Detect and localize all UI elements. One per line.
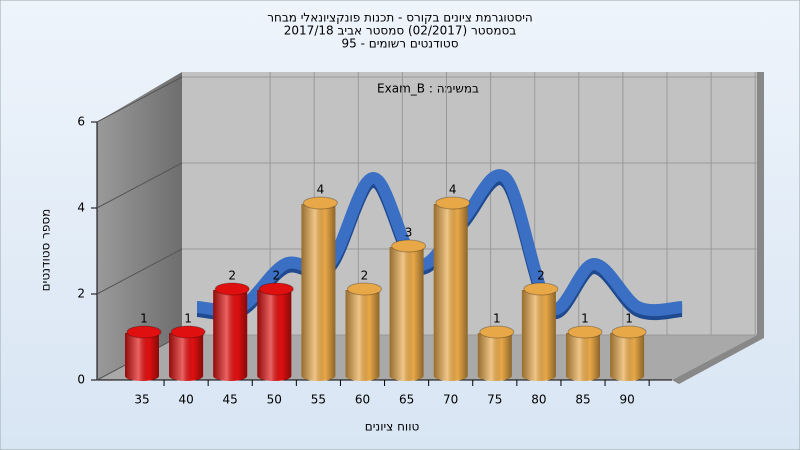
x-tick-label: 85 (575, 393, 590, 407)
grid-line (96, 162, 183, 209)
bar-group (521, 282, 559, 382)
bar-top (302, 196, 338, 210)
bar-top (214, 282, 250, 296)
x-tick-label: 35 (134, 393, 149, 407)
value-label: 2 (228, 269, 236, 283)
value-label: 2 (272, 269, 280, 283)
bar-group (213, 282, 250, 382)
title: היסטוגרמת ציונים בקורס - תכנות פונקציונא… (267, 11, 533, 51)
bar-top (611, 325, 647, 339)
value-label: 1 (581, 312, 589, 326)
value-label: 1 (625, 312, 633, 326)
bar-group (125, 325, 162, 381)
bar-top (258, 282, 294, 296)
bar-top (523, 282, 559, 296)
bar-shade (213, 290, 248, 382)
grid-line (96, 76, 183, 123)
bar-shade (257, 290, 292, 382)
bar-shade (610, 333, 645, 382)
bar-group (169, 325, 206, 382)
bar-shade (521, 290, 556, 382)
x-tick-label: 80 (531, 393, 546, 407)
value-label: 2 (537, 269, 545, 283)
bar-shade (125, 333, 159, 381)
x-tick-label: 40 (178, 393, 193, 407)
value-label: 2 (361, 269, 369, 283)
y-tick-label: 6 (77, 115, 85, 129)
bar-top (567, 325, 603, 339)
bar-group (610, 325, 647, 382)
bar-group (301, 196, 338, 382)
title-line: היסטוגרמת ציונים בקורס - תכנות פונקציונא… (267, 11, 533, 25)
bar-shade (477, 333, 512, 382)
value-label: 1 (493, 312, 501, 326)
y-axis-label: מספר סטודנטים (39, 209, 53, 292)
bar-group (345, 282, 382, 382)
x-axis-label: טווח ציונים (365, 420, 420, 434)
x-tick-label: 60 (355, 393, 370, 407)
x-tick-label: 50 (267, 393, 282, 407)
bar-shade (566, 333, 600, 381)
title-line: סטודנטים רשומים - 95 (341, 37, 458, 51)
title-line: בסמסטר (02/2017) סמסטר אביב 2017/18 (284, 24, 516, 38)
x-tick-label: 75 (487, 393, 502, 407)
left-wall (97, 72, 182, 380)
bar-top (170, 325, 206, 339)
bar-group (257, 282, 294, 382)
bar-group (389, 239, 427, 382)
y-tick-label: 4 (77, 201, 85, 215)
x-tick-label: 65 (399, 393, 414, 407)
bar-shade (345, 290, 380, 382)
bar-top (435, 196, 471, 210)
bar-group (433, 196, 471, 382)
value-label: 1 (140, 312, 148, 326)
x-tick-label: 55 (311, 393, 326, 407)
bar-group (566, 325, 603, 381)
bar-group (477, 325, 515, 382)
bar-shade (301, 204, 336, 382)
bar-shade (389, 247, 424, 382)
value-label: 4 (317, 183, 325, 197)
bar-top (391, 239, 427, 253)
value-label: 3 (405, 226, 413, 240)
value-label: 1 (184, 312, 192, 326)
y-tick-label: 2 (77, 287, 85, 301)
bar-top (126, 325, 162, 339)
bar-shade (169, 333, 204, 382)
grid-line (96, 248, 183, 295)
x-tick-label: 45 (223, 393, 238, 407)
x-tick-label: 70 (443, 393, 458, 407)
x-tick-label: 90 (619, 393, 634, 407)
bar-top (347, 282, 382, 296)
bar-top (479, 325, 515, 339)
value-label: 4 (449, 183, 457, 197)
y-tick-label: 0 (77, 373, 85, 387)
annotation: במשימה : Exam_B (377, 82, 479, 96)
bar-shade (433, 204, 468, 382)
